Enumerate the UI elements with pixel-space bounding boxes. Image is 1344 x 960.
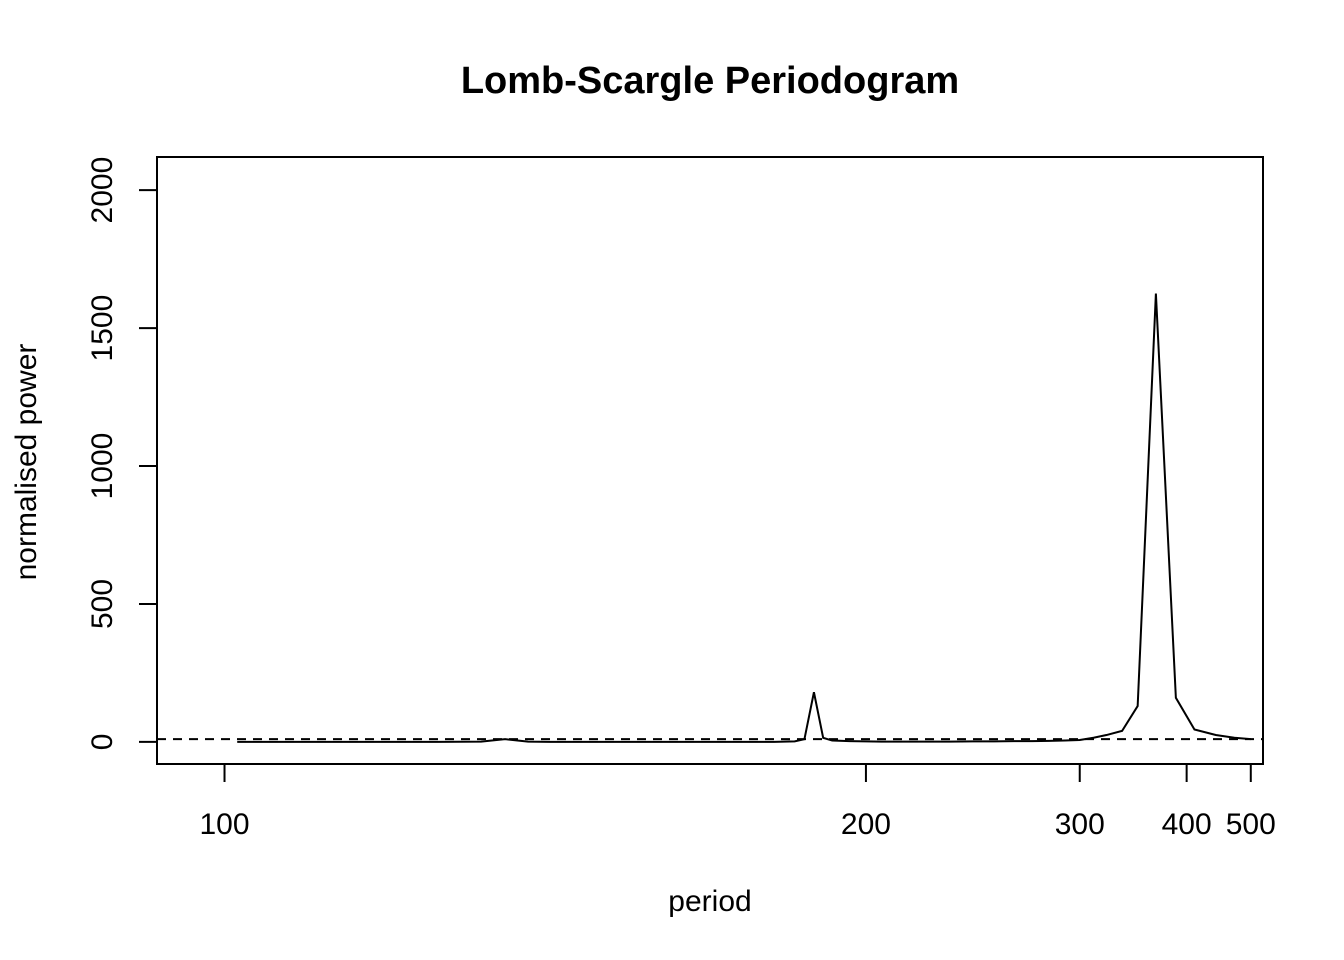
plot-frame: [156, 156, 1264, 765]
x-axis: 100 200 300 400 500: [199, 763, 1276, 841]
y-tick-label: 1000: [86, 433, 119, 500]
x-tick-label: 100: [199, 808, 249, 841]
x-tick-label: 500: [1226, 808, 1276, 841]
x-tick-label: 200: [841, 808, 891, 841]
y-axis-label: normalised power: [10, 344, 43, 581]
y-tick-label: 0: [86, 734, 119, 751]
series-layer: [157, 293, 1263, 743]
x-tick-label: 300: [1055, 808, 1105, 841]
chart-title: Lomb-Scargle Periodogram: [461, 60, 959, 102]
y-tick-label: 1500: [86, 295, 119, 362]
x-axis-label: period: [668, 885, 751, 918]
y-tick-label: 500: [86, 579, 119, 629]
x-tick-label: 400: [1162, 808, 1212, 841]
y-axis: 0 500 1000 1500 2000: [86, 157, 157, 751]
y-tick-label: 2000: [86, 157, 119, 224]
power-series-line: [237, 293, 1251, 743]
